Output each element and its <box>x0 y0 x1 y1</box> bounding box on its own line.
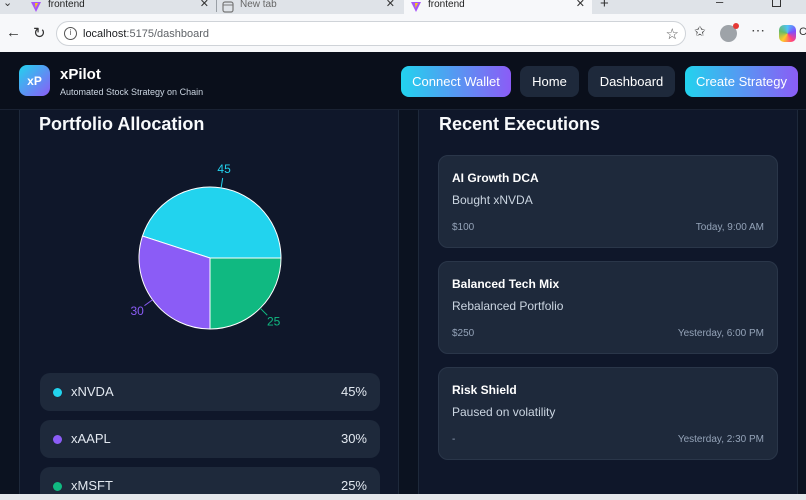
execution-strategy: AI Growth DCA <box>452 171 539 185</box>
pie-data-label: 45 <box>217 162 231 176</box>
reload-icon[interactable]: ↻ <box>33 25 46 42</box>
execution-strategy: Risk Shield <box>452 383 517 397</box>
tab-close-icon[interactable]: ✕ <box>385 0 395 10</box>
tab-separator <box>216 0 217 12</box>
new-tab-page-icon <box>222 1 234 13</box>
execution-amount: $100 <box>452 222 475 233</box>
site-info-icon[interactable]: i <box>64 27 77 40</box>
create-strategy-button[interactable]: Create Strategy <box>685 66 798 97</box>
allocation-name: xNVDA <box>71 384 114 399</box>
nav-home-button[interactable]: Home <box>520 66 579 97</box>
execution-action: Rebalanced Portfolio <box>452 299 564 313</box>
allocation-percent: 45% <box>340 384 367 399</box>
allocation-item-xnvda[interactable]: xNVDA 45% <box>40 373 380 411</box>
app-logo[interactable]: xP <box>19 65 50 96</box>
url-host: localhost <box>83 28 127 40</box>
tab-search-chevron-icon[interactable]: ⌄ <box>3 0 13 9</box>
legend-dot <box>53 388 62 397</box>
execution-amount: - <box>452 434 456 445</box>
back-arrow-icon[interactable]: ← <box>6 24 21 41</box>
execution-time: Yesterday, 6:00 PM <box>677 328 764 339</box>
allocation-pie-chart: 45 30 25 <box>131 162 282 330</box>
nav-dashboard-button[interactable]: Dashboard <box>588 66 675 97</box>
tab-close-icon[interactable]: ✕ <box>199 0 209 10</box>
pie-label-leader-line <box>259 307 268 316</box>
profile-avatar[interactable] <box>720 23 739 42</box>
pie-data-label: 30 <box>131 304 145 318</box>
url-text[interactable]: localhost:5175/dashboard <box>83 28 209 40</box>
window-bottom-edge <box>0 494 806 500</box>
tab-close-icon[interactable]: ✕ <box>575 0 585 10</box>
execution-strategy: Balanced Tech Mix <box>452 277 560 291</box>
pie-label-leader-line <box>144 299 153 307</box>
execution-time: Today, 9:00 AM <box>695 222 764 233</box>
execution-card[interactable]: AI Growth DCA Bought xNVDA $100 Today, 9… <box>438 155 778 248</box>
app-subtitle: Automated Stock Strategy on Chain <box>60 87 204 97</box>
tab-frontend-active[interactable]: frontend ✕ <box>404 0 592 14</box>
execution-time: Yesterday, 2:30 PM <box>677 434 764 445</box>
address-bar[interactable]: i localhost:5175/dashboard ☆ <box>56 21 686 46</box>
copilot-icon[interactable] <box>779 25 796 42</box>
legend-dot <box>53 435 62 444</box>
new-tab-plus-icon[interactable]: + <box>600 0 609 12</box>
copilot-label[interactable]: C <box>799 26 806 38</box>
tab-title: New tab <box>240 0 277 10</box>
execution-action: Paused on volatility <box>452 405 556 419</box>
tab-frontend-1[interactable]: frontend ✕ <box>30 0 214 14</box>
execution-amount: $250 <box>452 328 475 339</box>
portfolio-allocation-panel: Portfolio Allocation 45 30 25 xNVDA 45% xA… <box>19 110 399 494</box>
recent-executions-title: Recent Executions <box>439 114 601 134</box>
allocation-item-xaapl[interactable]: xAAPL 30% <box>40 420 380 458</box>
legend-dot <box>53 482 62 491</box>
vite-favicon-icon <box>411 2 421 12</box>
allocation-percent: 25% <box>340 478 367 493</box>
tab-strip: ⌄ frontend ✕ New tab ✕ frontend ✕ + – <box>0 0 806 14</box>
bookmark-star-icon[interactable]: ☆ <box>665 26 679 43</box>
allocation-item-xmsft[interactable]: xMSFT 25% <box>40 467 380 494</box>
app-viewport: xP xPilot Automated Stock Strategy on Ch… <box>0 52 806 494</box>
pie-slice-xnvda[interactable] <box>141 186 282 259</box>
recent-executions-panel: Recent Executions AI Growth DCA Bought x… <box>418 110 798 494</box>
allocation-name: xAAPL <box>71 431 111 446</box>
pie-label-leader-line <box>220 177 224 188</box>
more-menu-icon[interactable]: ⋯ <box>751 22 765 38</box>
allocation-percent: 30% <box>340 431 367 446</box>
tab-title: frontend <box>48 0 85 10</box>
execution-card[interactable]: Balanced Tech Mix Rebalanced Portfolio $… <box>438 261 778 354</box>
vite-favicon-icon <box>31 2 41 12</box>
portfolio-allocation-title: Portfolio Allocation <box>39 114 205 134</box>
pie-slice-xaapl[interactable] <box>138 235 211 330</box>
execution-card[interactable]: Risk Shield Paused on volatility - Yeste… <box>438 367 778 460</box>
favorites-icon[interactable]: ✩ <box>694 23 706 39</box>
window-minimize-icon[interactable]: – <box>716 0 724 9</box>
tab-title: frontend <box>428 0 465 10</box>
tab-new-tab[interactable]: New tab ✕ <box>222 0 400 14</box>
allocation-name: xMSFT <box>71 478 113 493</box>
address-bar-row: ← ↻ i localhost:5175/dashboard ☆ ✩ ⋯ C <box>0 14 806 52</box>
app-header: xP xPilot Automated Stock Strategy on Ch… <box>0 52 806 110</box>
execution-action: Bought xNVDA <box>452 193 533 207</box>
app-title: xPilot <box>60 66 101 83</box>
window-maximize-icon[interactable] <box>772 0 781 7</box>
url-path: :5175/dashboard <box>126 28 209 40</box>
pie-data-label: 25 <box>267 315 281 329</box>
connect-wallet-button[interactable]: Connect Wallet <box>401 66 511 97</box>
